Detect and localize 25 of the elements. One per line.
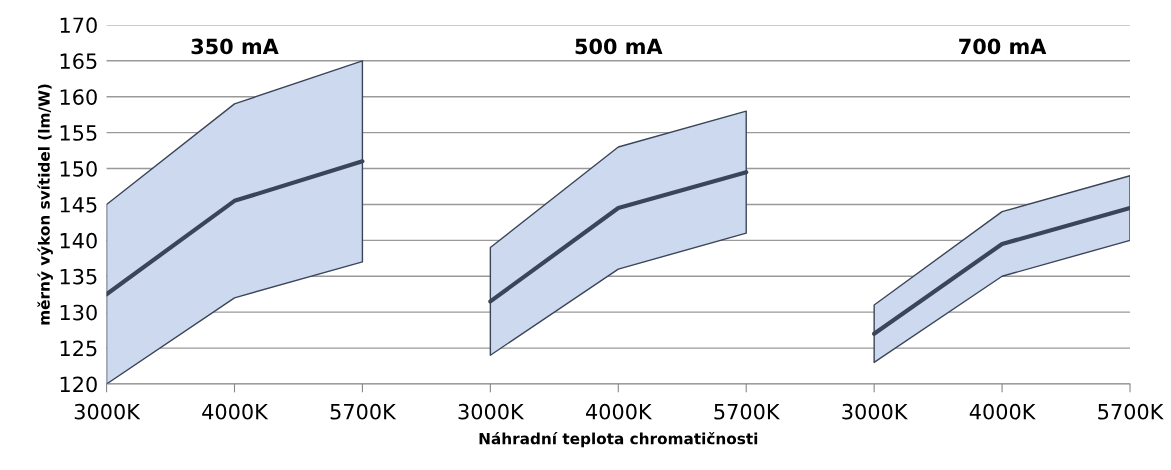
annotation: 700 mA [959, 38, 1047, 55]
x-tick-label: 5700K [714, 403, 780, 420]
x-axis-title: Náhradní teplota chromatičnosti [479, 431, 758, 448]
y-tick-label: 135 [60, 268, 97, 285]
y-tick-label: 170 [60, 17, 97, 34]
x-tick-label: 5700K [330, 403, 397, 420]
y-tick-label: 165 [60, 53, 97, 70]
x-tick-label: 3000K [842, 403, 908, 420]
x-tick-label: 5700K [1098, 403, 1164, 420]
y-tick-label: 140 [60, 232, 97, 249]
annotation: 500 mA [575, 38, 663, 55]
x-tick-label: 3000K [74, 403, 141, 420]
y-tick-label: 125 [60, 340, 97, 357]
y-tick-label: 130 [60, 304, 97, 321]
y-tick-label: 155 [60, 125, 97, 141]
y-axis-title: měrný výkon svítidel (lm/W) [37, 84, 53, 325]
y-tick-label: 150 [60, 160, 97, 177]
x-tick-label: 4000K [202, 403, 269, 420]
x-tick-label: 3000K [458, 403, 525, 420]
x-tick-label: 4000K [969, 403, 1036, 420]
x-tick-label: 4000K [585, 403, 653, 420]
y-tick-label: 145 [60, 197, 97, 213]
annotation: 350 mA [191, 38, 279, 55]
y-tick-label: 160 [60, 89, 97, 105]
y-tick-label: 120 [60, 376, 97, 393]
